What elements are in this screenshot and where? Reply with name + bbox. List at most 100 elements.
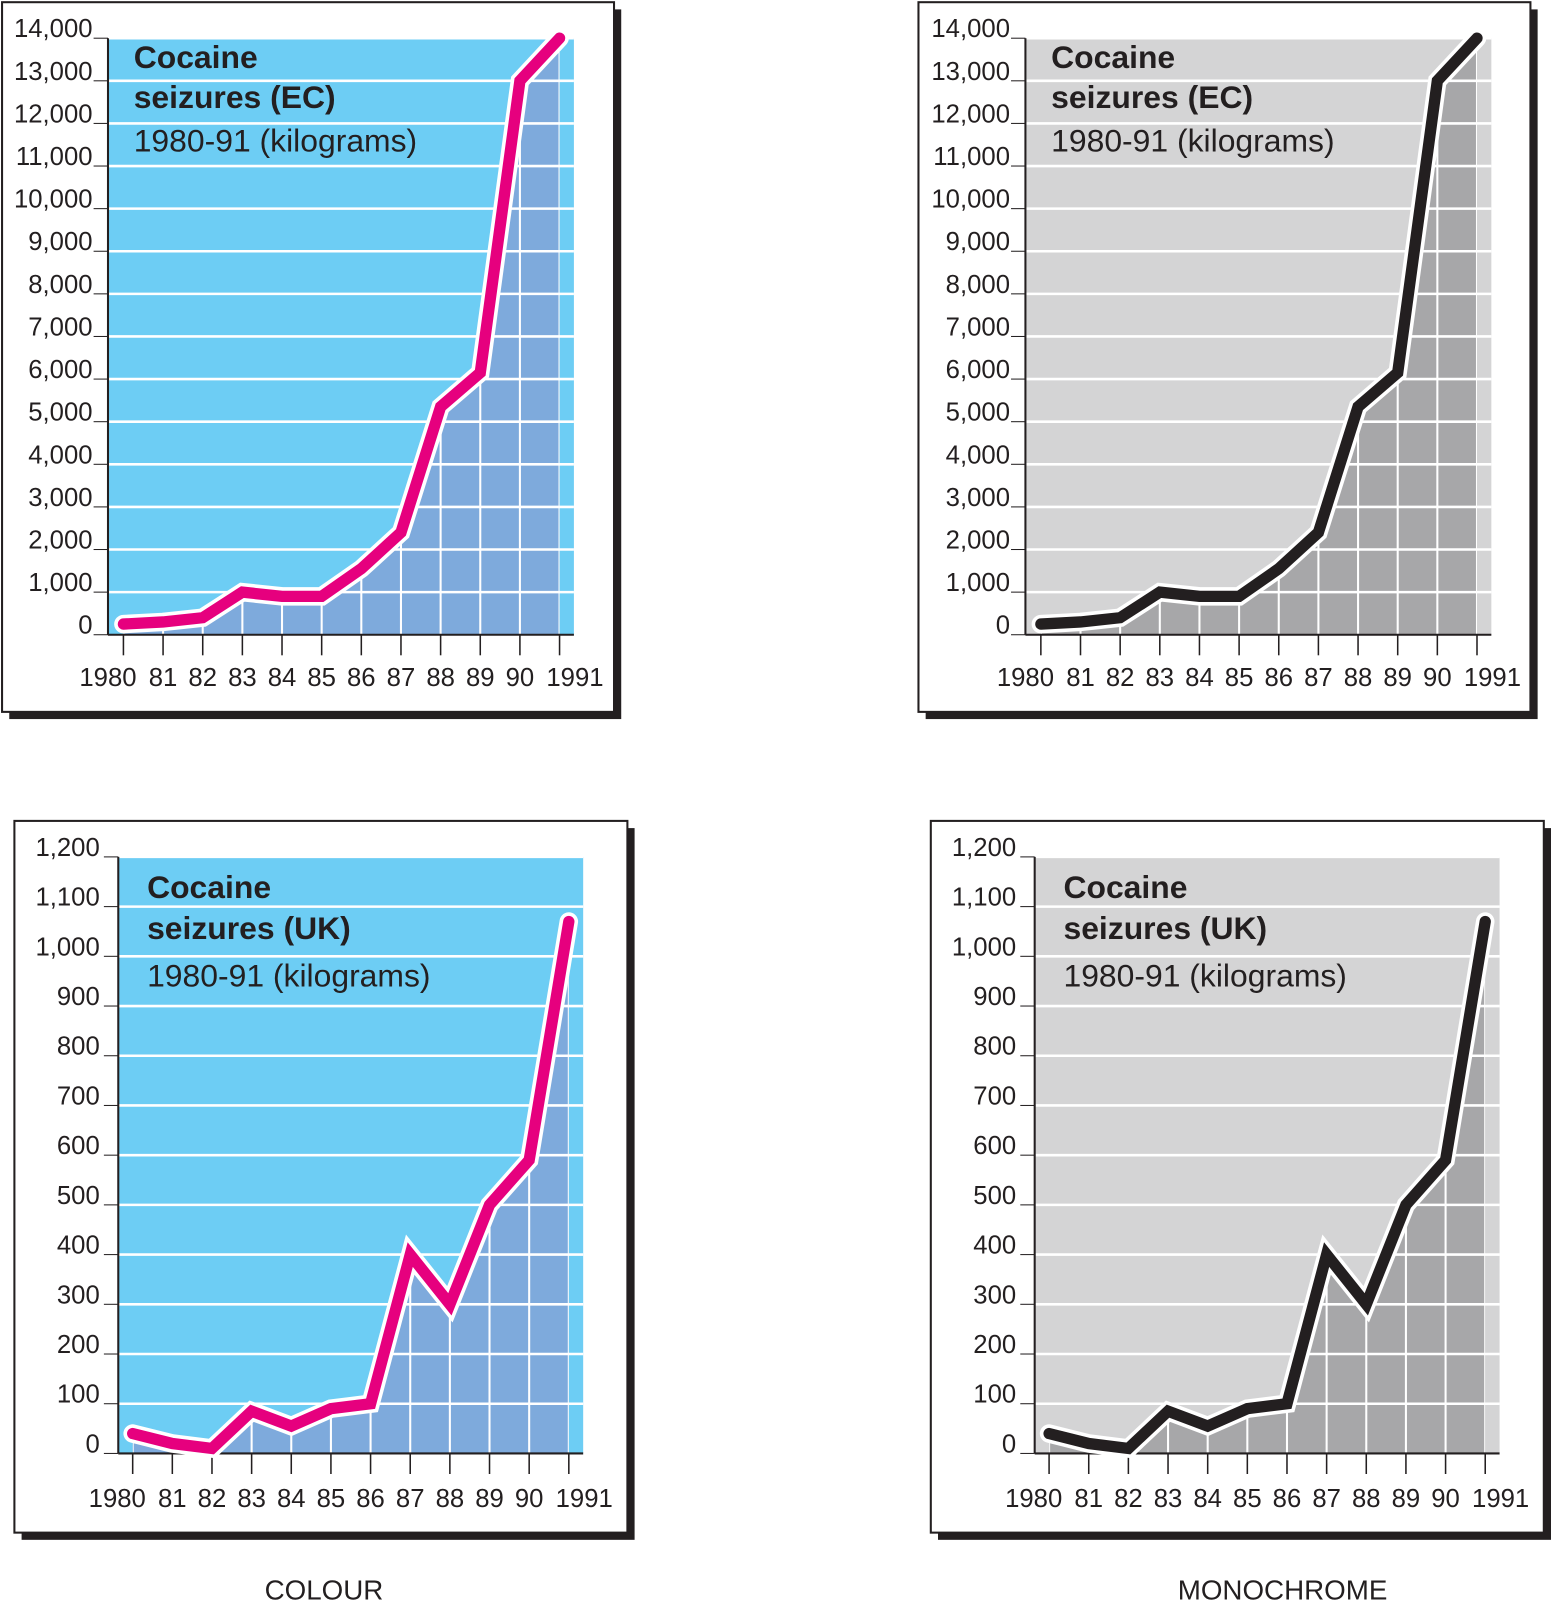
y-tick-label: 3,000 [28,484,92,512]
y-tick-label: 1,000 [952,933,1016,961]
chart-subtitle: 1980-91 (kilograms) [147,957,430,993]
y-tick-label: 5,000 [28,399,92,427]
x-tick-label: 85 [1225,664,1254,692]
y-tick-label: 2,000 [946,526,1010,554]
x-tick-label: 90 [506,664,535,692]
chart-title-line2: seizures (UK) [147,910,351,946]
y-tick-label: 800 [973,1033,1016,1061]
x-tick-label: 85 [1233,1485,1262,1513]
y-tick-label: 600 [57,1132,100,1160]
x-tick-label: 1980 [1005,1485,1062,1513]
y-tick-label: 6,000 [28,356,92,384]
y-tick-label: 1,100 [35,884,99,912]
x-tick-label: 89 [1383,664,1412,692]
y-tick-label: 900 [973,983,1016,1011]
x-tick-label: 1991 [1472,1485,1529,1513]
x-tick-label: 89 [475,1485,504,1513]
chart-title-line1: Cocaine [147,869,271,905]
caption-monochrome: MONOCHROME [1178,1574,1388,1605]
x-tick-label: 89 [466,664,495,692]
y-tick-label: 14,000 [931,15,1010,43]
x-tick-label: 82 [1114,1485,1143,1513]
series-line [1043,915,1491,1455]
x-tick-label: 87 [396,1485,425,1513]
y-tick-label: 13,000 [931,58,1010,86]
x-tick-label: 90 [515,1485,544,1513]
y-tick-label: 0 [85,1430,99,1458]
y-tick-label: 600 [973,1132,1016,1160]
x-tick-label: 86 [1273,1485,1302,1513]
x-tick-label: 87 [1304,664,1333,692]
chart-panel-ec-colour: 0 1,000 2,000 3,000 4,000 5,000 6,000 7,000 8,00… [1,1,622,720]
x-tick-label: 1991 [1464,664,1521,692]
y-tick-label: 9,000 [946,228,1010,256]
y-tick-label: 300 [57,1281,100,1309]
y-tick-label: 10,000 [14,186,93,214]
x-tick-label: 82 [1106,664,1135,692]
x-tick-label: 81 [1074,1485,1103,1513]
y-tick-label: 900 [57,983,100,1011]
x-tick-label: 81 [158,1485,187,1513]
y-tick-label: 7,000 [28,313,92,341]
x-tick-label: 86 [347,664,376,692]
y-tick-label: 1,200 [35,834,99,862]
y-tick-label: 4,000 [946,441,1010,469]
chart-title-line2: seizures (EC) [134,79,336,115]
x-tick-label: 83 [228,664,257,692]
y-tick-label: 200 [57,1331,100,1359]
chart-subtitle: 1980-91 (kilograms) [1063,957,1346,993]
chart-title-line1: Cocaine [1063,869,1187,905]
y-tick-label: 8,000 [28,271,92,299]
chart-title-line2: seizures (UK) [1063,910,1267,946]
x-tick-label: 83 [1154,1485,1183,1513]
y-tick-label: 800 [57,1033,100,1061]
chart-subtitle: 1980-91 (kilograms) [1051,122,1334,158]
y-tick-label: 2,000 [28,526,92,554]
y-tick-label: 0 [78,612,92,640]
y-tick-label: 200 [973,1331,1016,1359]
x-tick-label: 85 [317,1485,346,1513]
x-tick-label: 82 [198,1485,227,1513]
y-tick-label: 3,000 [946,484,1010,512]
chart-title-line1: Cocaine [134,39,258,75]
y-tick-label: 400 [57,1232,100,1260]
x-tick-label: 1991 [556,1485,613,1513]
y-tick-label: 1,000 [35,933,99,961]
x-tick-label: 1980 [79,664,136,692]
y-tick-label: 4,000 [28,441,92,469]
chart-title-line2: seizures (EC) [1051,79,1253,115]
area-fill [1049,921,1486,1454]
x-tick-label: 81 [149,664,178,692]
x-tick-label: 89 [1392,1485,1421,1513]
y-tick-label: 14,000 [14,15,93,43]
x-tick-label: 86 [356,1485,385,1513]
y-tick-label: 6,000 [946,356,1010,384]
area-fill [1040,38,1477,635]
y-tick-label: 500 [973,1182,1016,1210]
series-line [1035,32,1483,630]
x-tick-label: 84 [1193,1485,1222,1513]
y-tick-label: 7,000 [946,313,1010,341]
x-tick-label: 84 [1185,664,1214,692]
chart-panel-uk-colour: 0 100 200 300 400 500 600 700 800 900 1,000 1,100 1,… [13,819,635,1540]
x-tick-label: 1980 [997,664,1054,692]
y-tick-label: 1,100 [952,884,1016,912]
y-tick-label: 9,000 [28,228,92,256]
chart-panel-ec-mono: 0 1,000 2,000 3,000 4,000 5,000 6,000 7,000 8,00… [917,1,1538,720]
y-tick-label: 100 [973,1381,1016,1409]
y-tick-label: 13,000 [14,58,93,86]
x-tick-label: 1991 [546,664,603,692]
y-tick-label: 10,000 [931,186,1010,214]
y-tick-label: 0 [996,612,1010,640]
caption-colour: COLOUR [265,1574,384,1605]
y-tick-label: 400 [973,1232,1016,1260]
x-tick-label: 87 [1312,1485,1341,1513]
area-fill [132,921,569,1454]
x-tick-label: 82 [188,664,217,692]
series-line [127,915,575,1455]
chart-subtitle: 1980-91 (kilograms) [134,122,417,158]
x-tick-label: 85 [307,664,336,692]
x-tick-label: 81 [1066,664,1095,692]
y-tick-label: 1,000 [28,569,92,597]
